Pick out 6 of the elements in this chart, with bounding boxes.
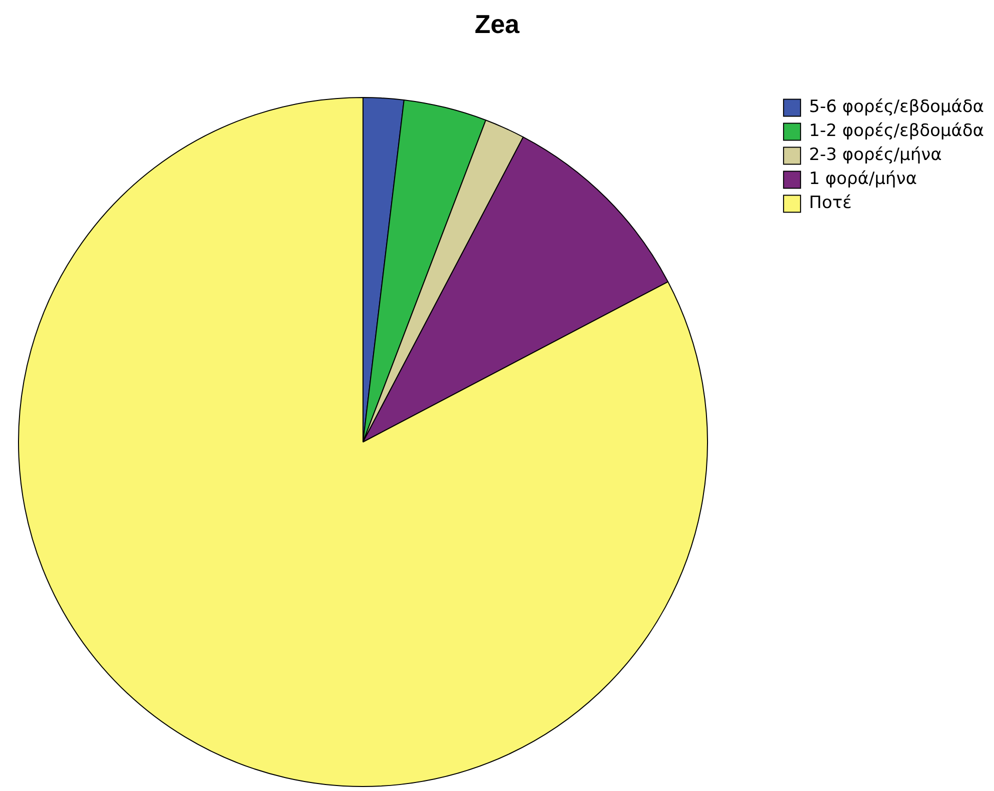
legend-label: Ποτέ [809, 193, 852, 214]
legend-label: 1-2 φορές/εβδομάδα [809, 121, 984, 142]
legend-label: 2-3 φορές/μήνα [809, 145, 942, 166]
legend-label: 1 φορά/μήνα [809, 169, 917, 190]
legend-label: 5-6 φορές/εβδομάδα [809, 97, 984, 118]
chart-title: Zea [474, 8, 520, 39]
